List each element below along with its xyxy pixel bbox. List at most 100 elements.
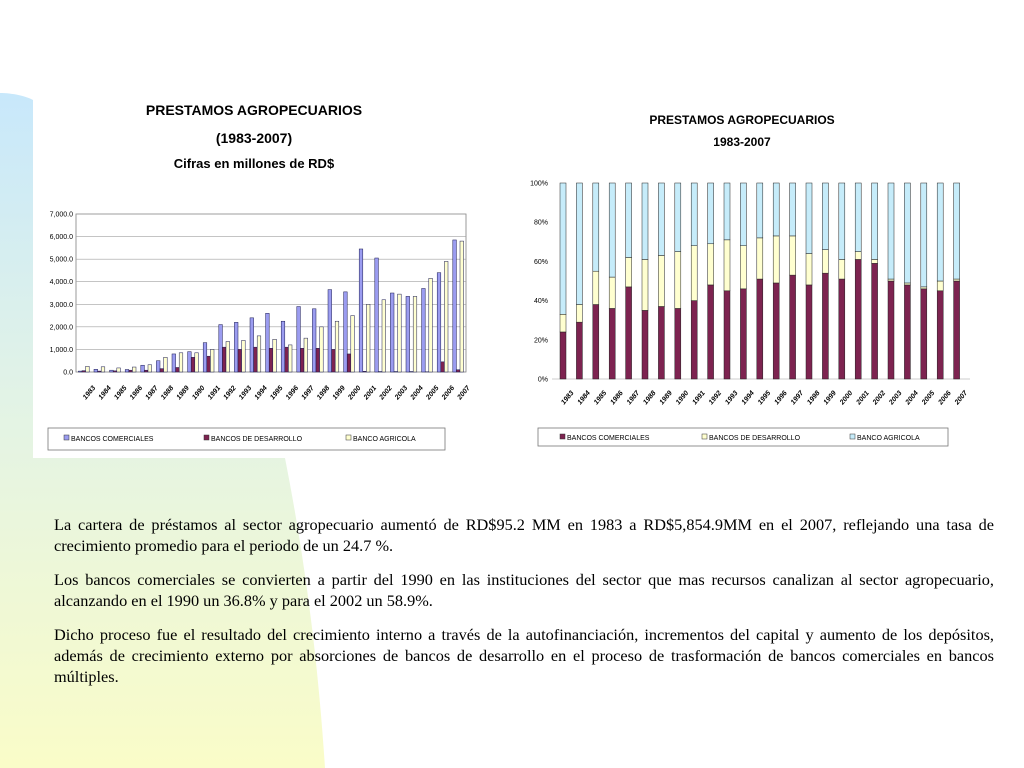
- legend-label: BANCOS DE DESARROLLO: [211, 436, 303, 443]
- bar-banco-agricola-1985: [592, 182, 600, 272]
- bar-banco-agricola-1988: [163, 357, 168, 373]
- x-tick-label: 2000: [838, 390, 854, 407]
- bar-banco-agricola-2006: [936, 182, 944, 282]
- x-tick-label: 2004: [904, 390, 920, 407]
- bar-bancos-comerciales-1989: [171, 353, 176, 373]
- bar-bancos-de-desarrollo-1990: [190, 357, 196, 373]
- x-tick-label: 1983: [560, 390, 575, 407]
- x-tick-label: 1996: [773, 390, 788, 407]
- bar-banco-agricola-2003: [887, 182, 895, 280]
- bar-banco-agricola-2005: [920, 182, 928, 288]
- bar-banco-agricola-1995: [756, 182, 764, 239]
- bar-bancos-de-desarrollo-2007: [953, 278, 960, 282]
- x-tick-label: 1990: [675, 390, 690, 407]
- x-tick-label: 2002: [378, 385, 394, 402]
- bar-bancos-comerciales-1985: [109, 369, 114, 373]
- bar-bancos-de-desarrollo-1994: [253, 346, 258, 373]
- x-tick-label: 1983: [82, 385, 97, 402]
- x-tick-label: 1995: [269, 385, 284, 402]
- bar-banco-agricola-1997: [789, 182, 796, 237]
- legend-label: BANCOS COMERCIALES: [567, 435, 650, 442]
- bar-banco-agricola-1999: [334, 320, 340, 373]
- bar-bancos-de-desarrollo-2000: [838, 259, 846, 280]
- bar-bancos-de-desarrollo-1984: [97, 370, 102, 373]
- bar-banco-agricola-2007: [953, 182, 960, 280]
- bar-bancos-comerciales-1989: [658, 306, 665, 380]
- legend-swatch: [63, 434, 70, 441]
- bar-bancos-comerciales-1992: [707, 284, 714, 380]
- bar-bancos-de-desarrollo-1989: [658, 255, 665, 307]
- bar-bancos-de-desarrollo-2007: [456, 369, 461, 373]
- y-tick-label: 40%: [534, 298, 548, 305]
- x-tick-label: 1988: [642, 390, 657, 407]
- bar-bancos-de-desarrollo-1983: [81, 370, 86, 373]
- x-tick-label: 2006: [440, 385, 456, 402]
- bar-banco-agricola-2000: [838, 182, 846, 260]
- bar-bancos-comerciales-1986: [608, 308, 616, 380]
- bar-banco-agricola-1990: [674, 182, 682, 252]
- legend-box: [537, 427, 949, 447]
- bar-bancos-de-desarrollo-1989: [175, 367, 180, 373]
- bar-bancos-comerciales-1998: [805, 284, 813, 380]
- bar-banco-agricola-1985: [116, 367, 121, 373]
- x-tick-label: 1995: [757, 390, 772, 407]
- x-tick-label: 1998: [316, 385, 331, 402]
- x-tick-label: 1998: [806, 390, 821, 407]
- bar-banco-agricola-2003: [397, 293, 402, 373]
- legend-label: BANCOS DE DESARROLLO: [709, 435, 801, 442]
- bar-bancos-comerciales-1990: [674, 308, 682, 380]
- bar-bancos-de-desarrollo-1986: [128, 369, 133, 373]
- bar-bancos-de-desarrollo-1987: [625, 257, 632, 288]
- x-tick-label: 1985: [113, 385, 128, 402]
- bar-bancos-de-desarrollo-2001: [854, 251, 862, 260]
- x-tick-label: 2004: [409, 385, 425, 402]
- bar-bancos-de-desarrollo-1988: [641, 259, 649, 311]
- x-tick-label: 1987: [626, 389, 642, 406]
- bar-banco-agricola-1998: [805, 182, 813, 254]
- x-tick-label: 2005: [920, 390, 936, 407]
- bar-banco-agricola-1984: [100, 366, 106, 373]
- legend-swatch: [701, 433, 708, 440]
- bar-banco-agricola-1994: [740, 182, 747, 246]
- paragraph-growth: La cartera de préstamos al sector agrope…: [54, 515, 994, 555]
- bar-bancos-de-desarrollo-1988: [159, 368, 164, 373]
- bar-bancos-de-desarrollo-1991: [206, 355, 211, 373]
- bar-bancos-de-desarrollo-2000: [346, 353, 352, 373]
- bar-banco-agricola-1986: [608, 182, 616, 278]
- bar-banco-agricola-1989: [658, 182, 665, 256]
- chart-title: PRESTAMOS AGROPECUARIOS: [649, 113, 834, 127]
- y-tick-label: 7,000.0: [50, 212, 73, 219]
- bar-bancos-comerciales-1990: [187, 351, 192, 373]
- x-tick-label: 1984: [577, 390, 592, 407]
- bar-bancos-comerciales-1996: [772, 282, 780, 380]
- bar-bancos-comerciales-2007: [452, 239, 457, 373]
- bar-bancos-comerciales-1995: [265, 313, 270, 373]
- x-tick-label: 1988: [160, 385, 175, 402]
- bar-banco-agricola-1986: [132, 366, 137, 373]
- legend-swatch: [203, 434, 210, 441]
- paragraph-commercial-banks: Los bancos comerciales se convierten a p…: [54, 570, 994, 610]
- bar-banco-agricola-1993: [241, 340, 246, 373]
- bar-bancos-comerciales-1988: [641, 310, 649, 380]
- bar-banco-agricola-1990: [194, 352, 199, 373]
- bar-banco-agricola-1997: [303, 337, 308, 373]
- bar-bancos-comerciales-1985: [592, 304, 600, 380]
- bar-bancos-comerciales-1993: [723, 290, 731, 380]
- bar-bancos-comerciales-1988: [156, 360, 161, 373]
- bar-bancos-comerciales-1992: [218, 324, 223, 373]
- bar-bancos-comerciales-1998: [312, 308, 317, 373]
- bar-bancos-comerciales-2004: [405, 296, 410, 373]
- bar-bancos-de-desarrollo-1987: [144, 369, 149, 373]
- bar-bancos-comerciales-2001: [854, 259, 862, 380]
- bar-bancos-de-desarrollo-2006: [936, 280, 944, 292]
- bar-bancos-de-desarrollo-1995: [756, 237, 764, 280]
- x-tick-label: 1989: [659, 390, 674, 407]
- x-tick-label: 1992: [222, 385, 237, 402]
- bar-bancos-comerciales-2004: [904, 284, 911, 380]
- x-tick-label: 1984: [98, 385, 113, 402]
- x-tick-label: 2005: [425, 385, 441, 402]
- bar-bancos-de-desarrollo-1996: [284, 346, 289, 373]
- bar-bancos-de-desarrollo-2003: [887, 278, 895, 282]
- bar-bancos-comerciales-2000: [343, 291, 348, 373]
